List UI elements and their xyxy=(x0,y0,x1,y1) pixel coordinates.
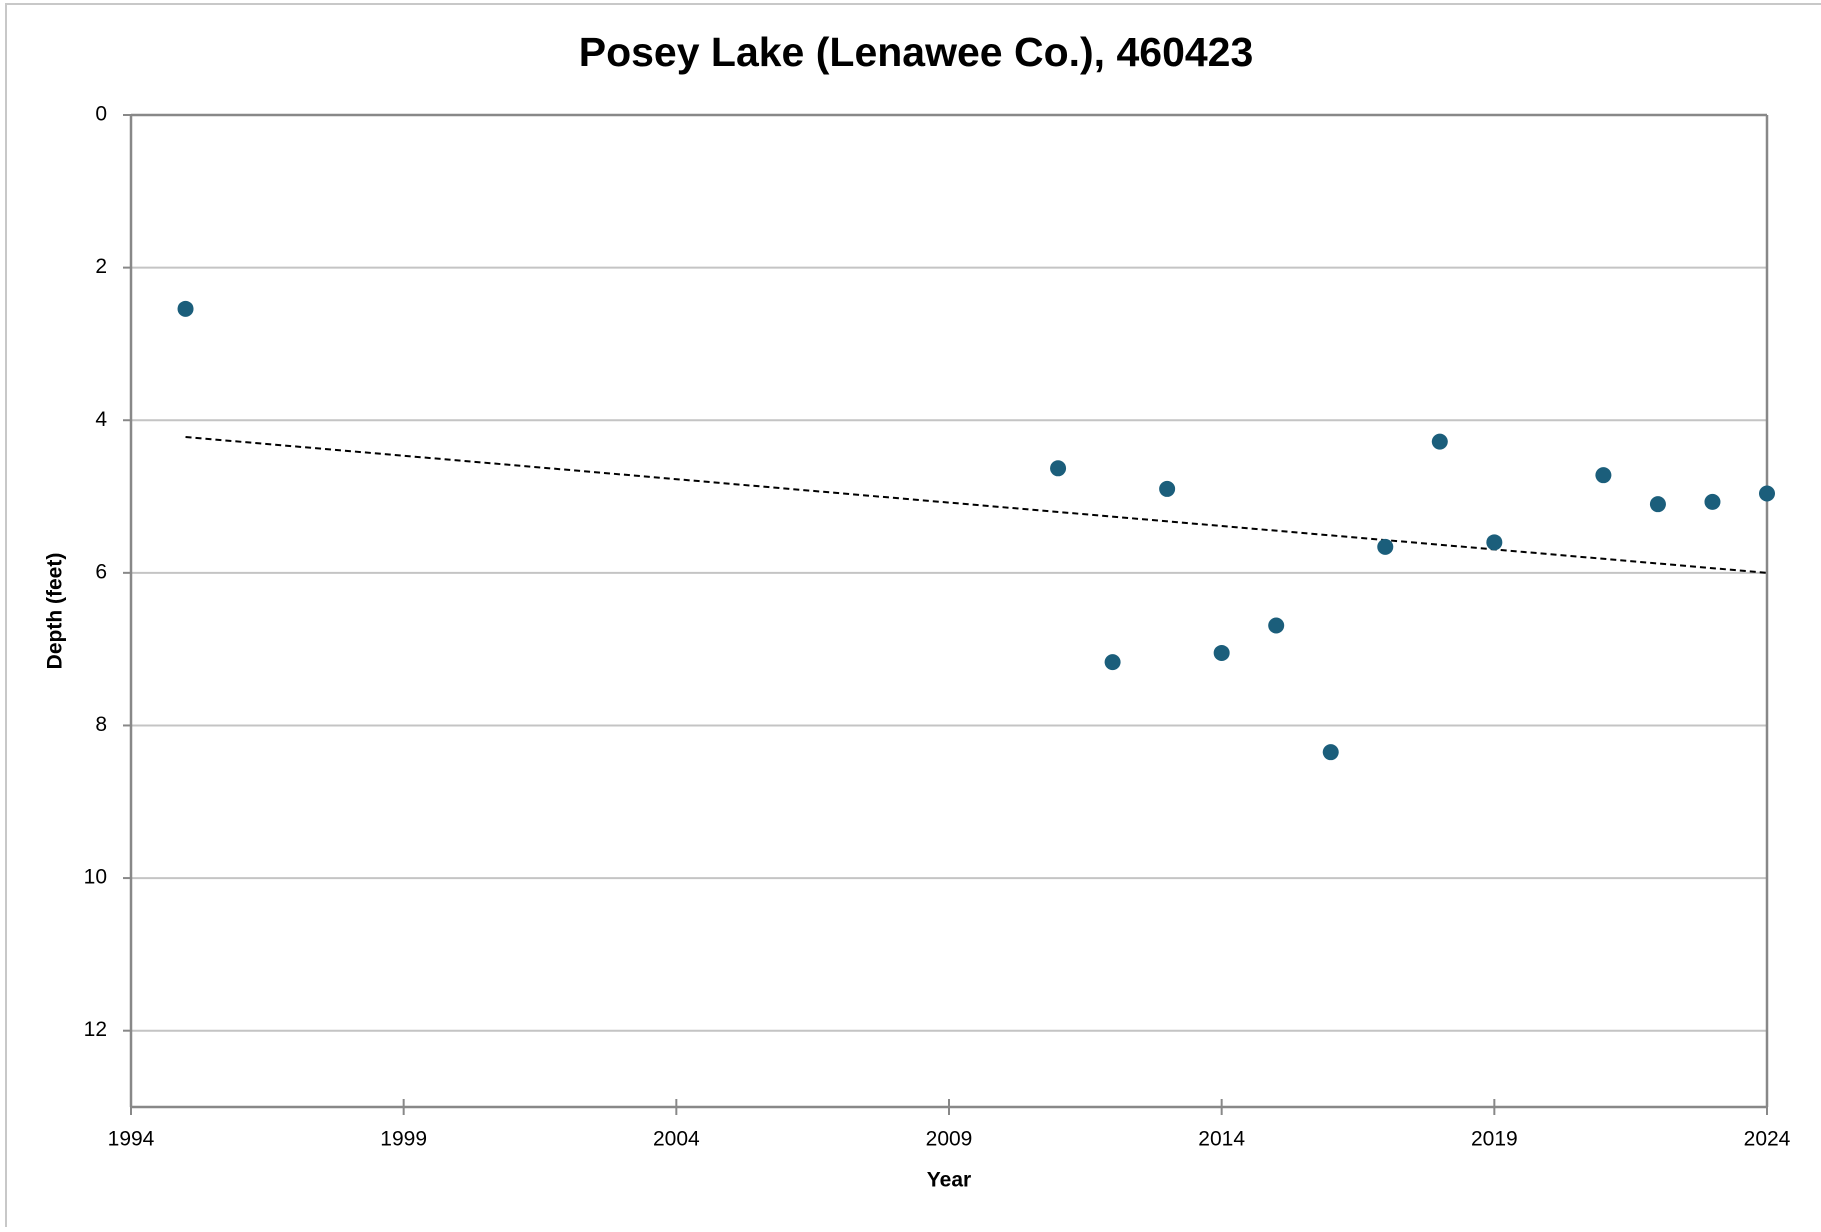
data-point xyxy=(1268,617,1285,634)
data-point xyxy=(1050,460,1067,477)
data-point xyxy=(1595,467,1612,484)
data-point xyxy=(1377,538,1394,555)
y-tick-label: 4 xyxy=(95,408,107,431)
y-tick-label: 6 xyxy=(95,560,107,583)
x-tick-label: 1999 xyxy=(380,1128,427,1151)
x-tick-label: 2004 xyxy=(653,1128,700,1151)
y-tick-label: 8 xyxy=(95,713,107,736)
y-tick-label: 10 xyxy=(84,866,107,889)
x-tick-label: 2024 xyxy=(1744,1128,1791,1151)
data-point xyxy=(1704,493,1721,510)
y-tick-label: 2 xyxy=(95,255,107,278)
chart-title: Posey Lake (Lenawee Co.), 460423 xyxy=(579,29,1254,75)
x-tick-label: 2009 xyxy=(926,1128,973,1151)
data-point xyxy=(1104,654,1121,671)
data-point xyxy=(1431,433,1448,450)
data-point xyxy=(1759,485,1775,502)
y-tick-label: 12 xyxy=(84,1018,107,1041)
data-point xyxy=(1159,480,1176,497)
x-tick-label: 2019 xyxy=(1471,1128,1518,1151)
x-tick-label: 2014 xyxy=(1198,1128,1245,1151)
data-point xyxy=(1322,744,1339,761)
data-point xyxy=(1486,534,1503,551)
trendline xyxy=(185,436,1768,574)
data-point xyxy=(1213,644,1230,661)
data-point xyxy=(1649,496,1666,513)
chart-border xyxy=(5,3,1821,1232)
x-tick-label: 1994 xyxy=(108,1128,155,1151)
y-axis-title: Depth (feet) xyxy=(44,553,67,670)
data-point xyxy=(177,300,194,317)
x-axis-title: Year xyxy=(927,1169,971,1192)
y-tick-label: 0 xyxy=(95,103,107,126)
